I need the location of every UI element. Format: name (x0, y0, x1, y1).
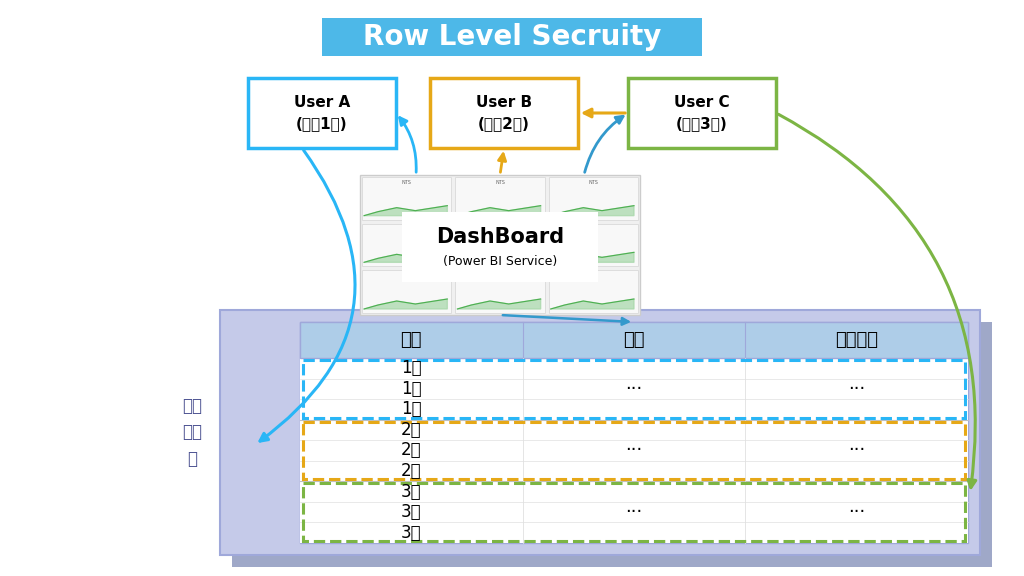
Text: 部門: 部門 (400, 331, 422, 349)
Bar (549, 177, 638, 219)
FancyArrowPatch shape (584, 109, 626, 117)
Text: ···: ··· (626, 380, 643, 398)
Text: 3部: 3部 (401, 483, 422, 501)
Polygon shape (364, 299, 447, 309)
Bar (456, 270, 545, 313)
Text: DashBoard: DashBoard (436, 227, 564, 247)
Text: 銷貨金額: 銷貨金額 (836, 331, 879, 349)
Text: NTS: NTS (495, 274, 505, 278)
Bar (360, 175, 640, 315)
FancyArrowPatch shape (503, 315, 629, 325)
Polygon shape (364, 252, 447, 262)
Polygon shape (458, 206, 541, 215)
Text: 1部: 1部 (401, 380, 422, 398)
Bar (322, 18, 702, 56)
Text: 2部: 2部 (401, 421, 422, 439)
Text: 3部: 3部 (401, 503, 422, 521)
Text: ···: ··· (626, 441, 643, 460)
Bar (430, 78, 578, 148)
Text: NTS: NTS (495, 227, 505, 232)
Text: NTS: NTS (589, 180, 598, 185)
FancyArrowPatch shape (778, 114, 976, 488)
Text: ···: ··· (848, 441, 865, 460)
Text: Row Level Secruity: Row Level Secruity (362, 23, 662, 51)
Bar (300, 322, 968, 543)
Text: ···: ··· (626, 503, 643, 521)
Bar (402, 213, 598, 282)
FancyArrowPatch shape (399, 118, 416, 172)
Bar (303, 483, 965, 541)
Polygon shape (551, 299, 634, 309)
Bar (549, 270, 638, 313)
Polygon shape (551, 252, 634, 262)
Bar (362, 177, 452, 219)
Text: User B
(業刖2部): User B (業刖2部) (476, 95, 532, 131)
Text: 日期: 日期 (624, 331, 645, 349)
Bar (362, 270, 452, 313)
Text: NTS: NTS (589, 274, 598, 278)
Text: NTS: NTS (589, 227, 598, 232)
Text: ···: ··· (848, 503, 865, 521)
Text: NTS: NTS (401, 274, 412, 278)
Polygon shape (551, 206, 634, 215)
Bar (300, 420, 968, 482)
Text: NTS: NTS (401, 180, 412, 185)
Bar (220, 310, 980, 555)
Bar (303, 422, 965, 479)
Text: 1部: 1部 (401, 359, 422, 377)
Text: 1部: 1部 (401, 400, 422, 418)
FancyArrowPatch shape (499, 154, 506, 172)
Text: 底層
資料
源: 底層 資料 源 (182, 397, 202, 468)
FancyArrowPatch shape (585, 116, 624, 172)
Bar (300, 322, 968, 358)
Bar (362, 223, 452, 266)
Text: 3部: 3部 (401, 524, 422, 541)
Text: NTS: NTS (401, 227, 412, 232)
Text: 2部: 2部 (401, 462, 422, 480)
Text: 2部: 2部 (401, 441, 422, 460)
Bar (549, 223, 638, 266)
Bar (456, 177, 545, 219)
Text: (Power BI Service): (Power BI Service) (442, 255, 557, 267)
Text: User C
(業刖3部): User C (業刖3部) (674, 95, 730, 131)
Bar (248, 78, 396, 148)
Bar (456, 223, 545, 266)
Bar (300, 358, 968, 420)
Bar (232, 322, 992, 567)
Text: NTS: NTS (495, 180, 505, 185)
Bar (628, 78, 776, 148)
Polygon shape (458, 252, 541, 262)
Text: User A
(業刖1部): User A (業刖1部) (294, 95, 350, 131)
Bar (300, 482, 968, 543)
Text: ···: ··· (848, 380, 865, 398)
Bar (303, 360, 965, 418)
Polygon shape (364, 206, 447, 215)
Polygon shape (458, 299, 541, 309)
FancyArrowPatch shape (260, 150, 355, 441)
